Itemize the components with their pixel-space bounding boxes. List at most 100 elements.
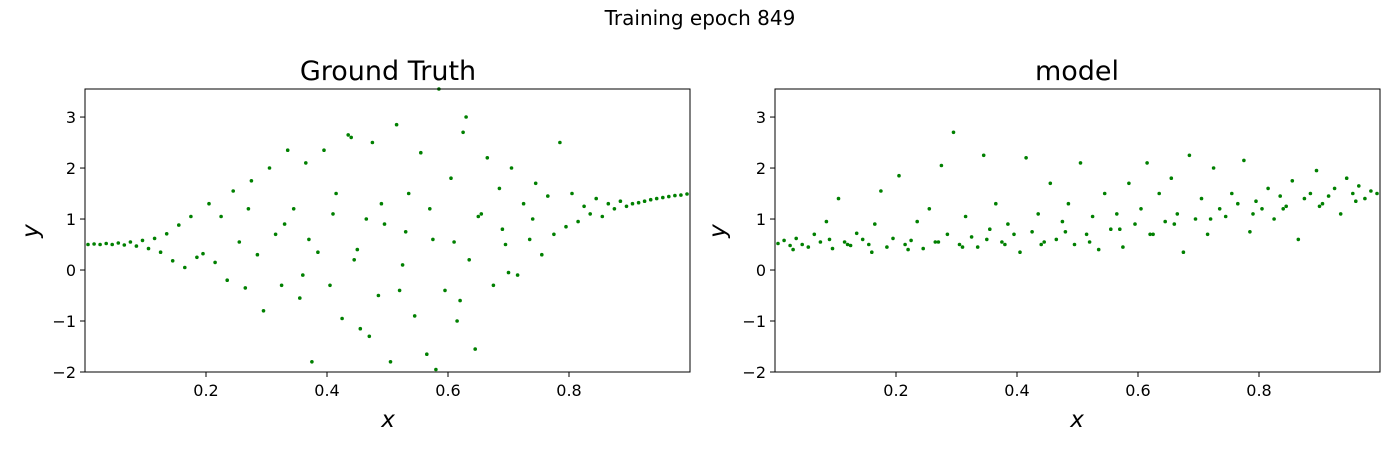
model-scatter-point (1251, 212, 1255, 216)
model-scatter-point (1187, 153, 1192, 158)
ground-truth-scatter-point (403, 230, 408, 234)
model-scatter-point (994, 201, 998, 206)
ground-truth-scatter-point (237, 240, 242, 244)
model-scatter-point (1302, 196, 1307, 201)
model-scatter-point (794, 236, 798, 241)
ground-truth-scatter-point (397, 288, 402, 293)
ground-truth-scatter-point (273, 232, 278, 237)
model-scatter-point (824, 219, 829, 224)
model-scatter-point (951, 130, 956, 135)
model-scatter-point (836, 196, 841, 201)
model-scatter-point (1308, 191, 1313, 196)
model-scatter-point (897, 173, 901, 178)
model-scatter-point (1369, 189, 1373, 193)
ground-truth-scatter-point (503, 242, 508, 247)
ground-truth-scatter-point (164, 232, 169, 236)
model-scatter-point (960, 245, 965, 249)
model-scatter-point (788, 243, 792, 248)
model-scatter-point (845, 242, 850, 247)
ground-truth-scatter-point (282, 222, 287, 226)
ground-truth-scatter-point (449, 176, 453, 180)
ground-truth-scatter-point (177, 223, 181, 227)
ground-truth-y-tick-label: −2 (52, 363, 76, 382)
model-scatter-point (1118, 227, 1122, 231)
ground-truth-scatter-point (412, 314, 417, 318)
model-scatter-point (1260, 207, 1264, 211)
model-scatter-point (1278, 194, 1282, 198)
ground-truth-scatter-point (500, 227, 505, 231)
model-scatter-point (1172, 222, 1177, 226)
model-scatter-point (1054, 237, 1059, 242)
ground-truth-scatter-point (285, 148, 290, 152)
ground-truth-scatter-point (279, 283, 284, 288)
model-scatter-point (936, 240, 941, 244)
model-axes-frame (774, 88, 1381, 373)
model-scatter-point (1320, 201, 1325, 206)
ground-truth-points (86, 87, 689, 372)
model-ticks: 0.2 0.4 0.6 0.8 −2 −1 0 1 2 3 (742, 108, 1271, 400)
ground-truth-scatter-point (379, 201, 384, 206)
ground-truth-scatter-point (225, 278, 229, 283)
ground-truth-scatter-point (515, 273, 520, 277)
ground-truth-scatter-point (685, 192, 689, 196)
ground-truth-ticks: 0.2 0.4 0.6 0.8 −2 −1 0 1 2 3 (52, 108, 581, 400)
ground-truth-scatter-point (349, 135, 354, 140)
model-scatter-point (1042, 240, 1046, 244)
model-y-tick-label: 1 (756, 210, 766, 229)
ground-truth-scatter-point (600, 214, 605, 219)
model-scatter-point (1078, 161, 1083, 165)
model-scatter-point (927, 207, 932, 211)
ground-truth-panel: Ground Truth x y 0.2 0.4 0.6 0.8 −2 −1 0 1 2 3 (18, 56, 691, 433)
model-scatter-point (909, 238, 913, 243)
model-scatter-point (939, 163, 944, 168)
ground-truth-scatter-point (428, 207, 432, 211)
model-scatter-point (1115, 212, 1119, 216)
ground-truth-scatter-point (152, 236, 157, 241)
model-scatter-point (1121, 245, 1125, 249)
ground-truth-y-tick-label: 1 (66, 210, 76, 229)
ground-truth-scatter-point (376, 293, 381, 298)
model-scatter-point (1087, 240, 1092, 244)
model-scatter-point (1248, 230, 1252, 234)
model-scatter-point (827, 237, 832, 242)
model-scatter-point (1090, 214, 1095, 219)
model-scatter-point (969, 235, 974, 239)
ground-truth-ylabel: y (18, 224, 44, 239)
model-scatter-point (921, 246, 925, 251)
ground-truth-scatter-point (310, 360, 314, 364)
ground-truth-scatter-point (219, 214, 223, 219)
ground-truth-scatter-point (558, 140, 562, 145)
model-scatter-point (1030, 230, 1034, 234)
model-scatter-point (879, 189, 883, 193)
model-scatter-point (981, 153, 986, 158)
figure-suptitle: Training epoch 849 (604, 6, 796, 30)
model-scatter-point (1133, 222, 1137, 226)
model-scatter-point (1102, 191, 1107, 196)
ground-truth-scatter-point (564, 224, 568, 229)
ground-truth-scatter-point (261, 309, 266, 313)
ground-truth-scatter-point (231, 189, 235, 193)
model-scatter-point (870, 250, 874, 254)
ground-truth-scatter-point (612, 207, 617, 211)
ground-truth-scatter-point (521, 201, 526, 206)
ground-truth-y-tick-label: 2 (66, 159, 76, 178)
ground-truth-scatter-point (455, 319, 459, 323)
model-scatter-point (945, 232, 950, 237)
model-scatter-point (1208, 217, 1213, 221)
ground-truth-y-tick-label: 0 (66, 261, 76, 280)
model-y-tick-label: 2 (756, 159, 766, 178)
ground-truth-scatter-point (636, 200, 641, 205)
model-scatter-point (1169, 176, 1174, 180)
ground-truth-y-tick-label: −1 (52, 312, 76, 331)
model-x-tick-label: 0.6 (1125, 381, 1150, 400)
ground-truth-axes-frame (84, 88, 691, 373)
ground-truth-scatter-point (298, 296, 302, 300)
model-scatter-point (1230, 191, 1234, 196)
model-scatter-point (1048, 181, 1053, 186)
ground-truth-x-tick-label: 0.6 (435, 381, 460, 400)
model-scatter-point (1036, 212, 1040, 216)
ground-truth-scatter-point (491, 283, 496, 288)
ground-truth-scatter-point (170, 259, 175, 263)
model-scatter-point (1039, 242, 1043, 247)
model-scatter-point (1139, 207, 1143, 211)
